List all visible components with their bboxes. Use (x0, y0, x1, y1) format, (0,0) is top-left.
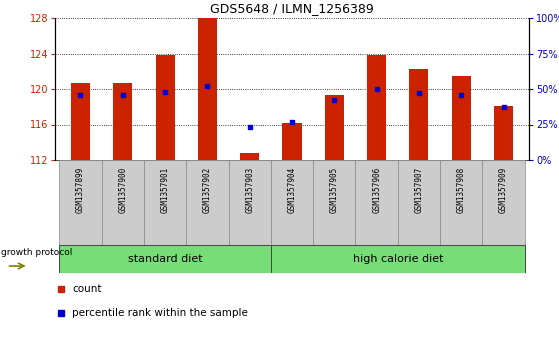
Text: standard diet: standard diet (127, 254, 202, 264)
Bar (409, 69, 429, 160)
Bar (102, 160, 144, 245)
Bar (313, 160, 356, 245)
Text: GSM1357899: GSM1357899 (76, 167, 85, 213)
Bar (71, 83, 90, 160)
Text: GSM1357907: GSM1357907 (414, 167, 424, 213)
Text: GSM1357901: GSM1357901 (160, 167, 169, 213)
Title: GDS5648 / ILMN_1256389: GDS5648 / ILMN_1256389 (210, 3, 374, 16)
Bar (282, 123, 301, 160)
Bar (356, 160, 398, 245)
Bar (229, 160, 271, 245)
Text: count: count (72, 284, 102, 294)
Text: percentile rank within the sample: percentile rank within the sample (72, 308, 248, 318)
Text: GSM1357904: GSM1357904 (287, 167, 296, 213)
Bar (452, 76, 471, 160)
Text: GSM1357906: GSM1357906 (372, 167, 381, 213)
Text: GSM1357909: GSM1357909 (499, 167, 508, 213)
Bar (59, 245, 271, 273)
Bar (198, 18, 217, 160)
Bar (144, 160, 186, 245)
Bar (113, 83, 132, 160)
Text: GSM1357905: GSM1357905 (330, 167, 339, 213)
Text: GSM1357902: GSM1357902 (203, 167, 212, 213)
Bar (186, 160, 229, 245)
Text: growth protocol: growth protocol (1, 248, 73, 257)
Bar (367, 55, 386, 160)
Text: GSM1357900: GSM1357900 (118, 167, 127, 213)
Bar (271, 245, 525, 273)
Bar (240, 153, 259, 160)
Bar (494, 106, 513, 160)
Bar (271, 160, 313, 245)
Bar (398, 160, 440, 245)
Text: GSM1357908: GSM1357908 (457, 167, 466, 213)
Bar (482, 160, 525, 245)
Bar (440, 160, 482, 245)
Bar (59, 160, 102, 245)
Text: high calorie diet: high calorie diet (353, 254, 443, 264)
Bar (325, 95, 344, 160)
Bar (155, 55, 174, 160)
Text: GSM1357903: GSM1357903 (245, 167, 254, 213)
